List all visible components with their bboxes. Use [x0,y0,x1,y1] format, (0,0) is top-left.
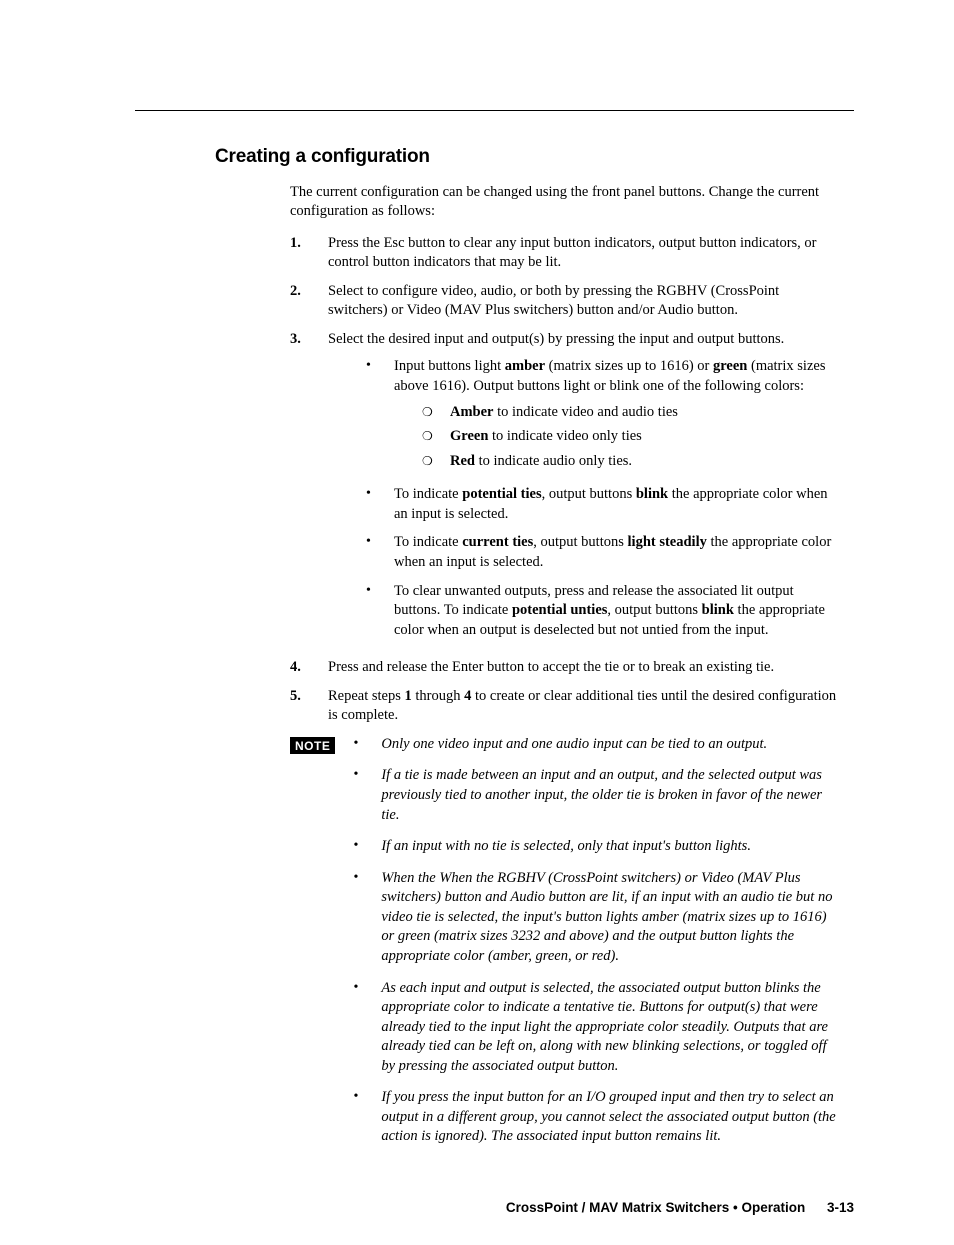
numbered-list: 1. Press the Esc button to clear any inp… [290,234,839,726]
sub-bullet-body: Red to indicate audio only ties. [450,452,839,472]
note-bullet-item: •As each input and output is selected, t… [353,979,839,1077]
step-item: 1. Press the Esc button to clear any inp… [290,234,839,273]
step-body: Press and release the Enter button to ac… [328,658,839,678]
step-body: Select the desired input and output(s) b… [328,330,839,649]
page-number: 3-13 [827,1200,854,1215]
note-badge: NOTE [290,737,335,754]
note-bullet-item: •If an input with no tie is selected, on… [353,837,839,857]
section-heading: Creating a configuration [215,146,854,168]
step-body: Select to configure video, audio, or bot… [328,282,839,321]
step-number: 5. [290,687,328,726]
step-item: 4. Press and release the Enter button to… [290,658,839,678]
step-item: 3. Select the desired input and output(s… [290,330,839,649]
note-bullet-item: •Only one video input and one audio inpu… [353,735,839,755]
page-footer: CrossPoint / MAV Matrix Switchers • Oper… [506,1200,854,1215]
bullet-marker: • [366,485,394,524]
sub-bullet-marker: ❍ [422,452,450,472]
step-number: 4. [290,658,328,678]
note-bullet-item: •If you press the input button for an I/… [353,1088,839,1147]
sub-bullet-item: ❍ Red to indicate audio only ties. [422,452,839,472]
note-block: NOTE •Only one video input and one audio… [290,735,839,1159]
step-number: 1. [290,234,328,273]
sub-bullet-body: Amber to indicate video and audio ties [450,403,839,423]
step-number: 2. [290,282,328,321]
step-number: 3. [290,330,328,649]
step-item: 2. Select to configure video, audio, or … [290,282,839,321]
bullet-marker: • [366,357,394,476]
sub-bullet-marker: ❍ [422,403,450,423]
note-bullet-item: •When the When the RGBHV (CrossPoint swi… [353,869,839,967]
bullet-body: To clear unwanted outputs, press and rel… [394,582,839,641]
sub-bullet-marker: ❍ [422,427,450,447]
sub-bullet-item: ❍ Amber to indicate video and audio ties [422,403,839,423]
bullet-item: • To indicate current ties, output butto… [366,533,839,572]
document-page: Creating a configuration The current con… [0,0,954,1245]
bullet-body: To indicate potential ties, output butto… [394,485,839,524]
bullet-body: Input buttons light amber (matrix sizes … [394,357,839,476]
bullet-marker: • [366,533,394,572]
footer-title: CrossPoint / MAV Matrix Switchers • Oper… [506,1200,805,1215]
bullet-list: • Input buttons light amber (matrix size… [366,357,839,640]
bullet-body: To indicate current ties, output buttons… [394,533,839,572]
horizontal-rule [135,110,854,111]
sub-bullet-body: Green to indicate video only ties [450,427,839,447]
step-body: Repeat steps 1 through 4 to create or cl… [328,687,839,726]
sub-bullet-list: ❍ Amber to indicate video and audio ties… [422,403,839,472]
step-body: Press the Esc button to clear any input … [328,234,839,273]
bullet-item: • To indicate potential ties, output but… [366,485,839,524]
bullet-item: • Input buttons light amber (matrix size… [366,357,839,476]
bullet-item: • To clear unwanted outputs, press and r… [366,582,839,641]
bullet-marker: • [366,582,394,641]
note-bullet-item: •If a tie is made between an input and a… [353,766,839,825]
sub-bullet-item: ❍ Green to indicate video only ties [422,427,839,447]
intro-paragraph: The current configuration can be changed… [290,183,839,222]
step-item: 5. Repeat steps 1 through 4 to create or… [290,687,839,726]
note-bullet-list: •Only one video input and one audio inpu… [353,735,839,1159]
